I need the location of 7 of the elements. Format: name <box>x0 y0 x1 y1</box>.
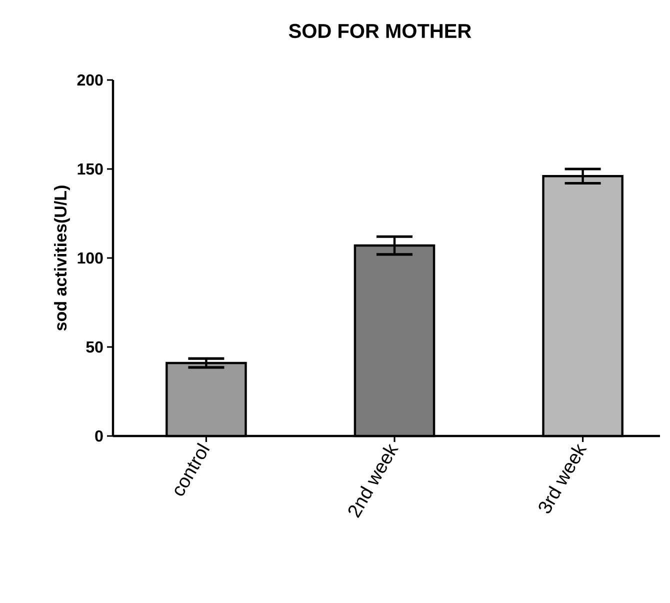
y-axis-title: sod activities(U/L) <box>54 186 70 331</box>
y-tick-label: 200 <box>77 74 103 86</box>
chart-title: SOD FOR MOTHER <box>288 24 472 38</box>
y-tick-label: 50 <box>86 341 103 353</box>
y-tick-label: 150 <box>78 163 103 175</box>
y-tick-label: 100 <box>78 252 103 264</box>
y-tick-label: 0 <box>95 430 103 442</box>
